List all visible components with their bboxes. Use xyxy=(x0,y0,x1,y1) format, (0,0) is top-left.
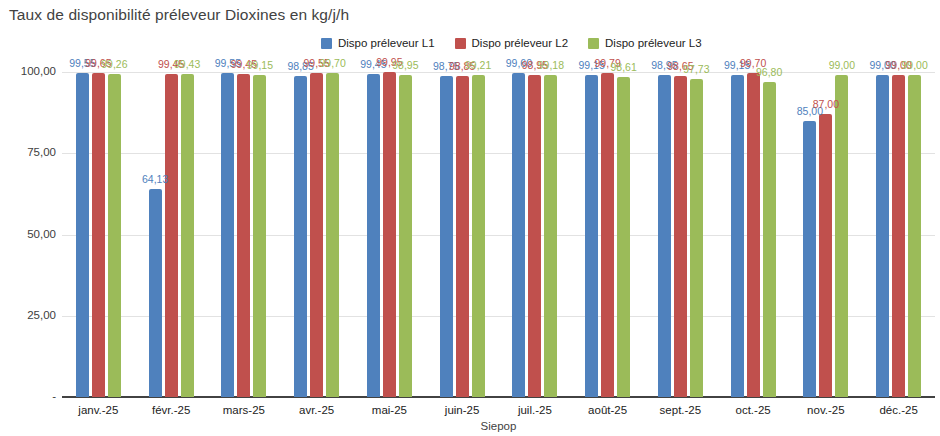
bar-dispo-préleveur-l2[interactable] xyxy=(92,73,105,397)
bar-dispo-préleveur-l1[interactable] xyxy=(512,73,525,397)
legend-label: Dispo préleveur L2 xyxy=(472,37,569,49)
chart-container: Taux de disponibilité préleveur Dioxines… xyxy=(0,0,940,436)
bar-dispo-préleveur-l1[interactable] xyxy=(876,75,889,397)
bar-value-label: 99,00 xyxy=(883,59,940,71)
bar-dispo-préleveur-l1[interactable] xyxy=(658,75,671,397)
y-tick-label: 75,00 xyxy=(0,146,56,158)
bar-value-label: 99,70 xyxy=(301,57,365,69)
bar-dispo-préleveur-l2[interactable] xyxy=(892,75,905,397)
bar-value-label: 99,43 xyxy=(155,58,219,70)
bar-dispo-préleveur-l2[interactable] xyxy=(165,74,178,397)
bar-dispo-préleveur-l2[interactable] xyxy=(310,73,323,397)
bar-dispo-préleveur-l2[interactable] xyxy=(674,76,687,397)
bar-value-label: 64,13 xyxy=(123,173,187,185)
bar-dispo-préleveur-l2[interactable] xyxy=(456,76,469,397)
bar-value-label: 99,00 xyxy=(810,59,874,71)
bar-dispo-préleveur-l3[interactable] xyxy=(472,75,485,397)
bar-dispo-préleveur-l2[interactable] xyxy=(237,74,250,397)
bar-dispo-préleveur-l2[interactable] xyxy=(601,73,614,397)
bar-dispo-préleveur-l3[interactable] xyxy=(617,77,630,397)
bar-dispo-préleveur-l2[interactable] xyxy=(383,72,396,397)
bar-dispo-préleveur-l3[interactable] xyxy=(544,75,557,397)
bar-dispo-préleveur-l1[interactable] xyxy=(294,76,307,397)
bar-dispo-préleveur-l1[interactable] xyxy=(731,75,744,397)
bar-value-label: 98,61 xyxy=(592,61,656,73)
x-tick-label: déc.-25 xyxy=(854,404,940,416)
legend-swatch-icon xyxy=(588,38,599,49)
legend-label: Dispo préleveur L1 xyxy=(338,37,435,49)
bar-dispo-préleveur-l3[interactable] xyxy=(108,74,121,397)
bar-dispo-préleveur-l1[interactable] xyxy=(221,73,234,397)
bar-dispo-préleveur-l3[interactable] xyxy=(835,75,848,397)
bar-dispo-préleveur-l1[interactable] xyxy=(440,76,453,397)
bar-dispo-préleveur-l3[interactable] xyxy=(253,75,266,397)
bar-value-label: 98,95 xyxy=(373,59,437,71)
gridline xyxy=(62,72,935,73)
bar-dispo-préleveur-l3[interactable] xyxy=(181,74,194,397)
bar-dispo-préleveur-l1[interactable] xyxy=(367,74,380,397)
bar-dispo-préleveur-l1[interactable] xyxy=(585,75,598,397)
y-tick-label: - xyxy=(0,390,56,402)
legend-item-dispo-préleveur-l1[interactable]: Dispo préleveur L1 xyxy=(321,37,435,49)
bar-dispo-préleveur-l3[interactable] xyxy=(763,82,776,397)
chart-legend: Dispo préleveur L1 Dispo préleveur L2 Disp… xyxy=(321,37,702,49)
y-tick-label: 100,00 xyxy=(0,65,56,77)
bar-dispo-préleveur-l3[interactable] xyxy=(326,73,339,397)
bar-value-label: 99,15 xyxy=(228,59,292,71)
bar-dispo-préleveur-l1[interactable] xyxy=(803,121,816,397)
bar-dispo-préleveur-l3[interactable] xyxy=(399,75,412,397)
bar-dispo-préleveur-l1[interactable] xyxy=(76,73,89,397)
bar-dispo-préleveur-l3[interactable] xyxy=(690,79,703,397)
bar-dispo-préleveur-l2[interactable] xyxy=(819,114,832,397)
bar-value-label: 97,73 xyxy=(664,63,728,75)
legend-swatch-icon xyxy=(455,38,466,49)
legend-item-dispo-préleveur-l3[interactable]: Dispo préleveur L3 xyxy=(588,37,702,49)
bar-dispo-préleveur-l3[interactable] xyxy=(908,75,921,397)
legend-swatch-icon xyxy=(321,38,332,49)
y-tick-label: 50,00 xyxy=(0,228,56,240)
bar-value-label: 99,21 xyxy=(446,59,510,71)
bar-value-label: 99,18 xyxy=(519,59,583,71)
bar-dispo-préleveur-l2[interactable] xyxy=(747,73,760,397)
chart-title: Taux de disponibilité préleveur Dioxines… xyxy=(9,6,349,24)
bar-value-label: 87,00 xyxy=(794,98,858,110)
y-tick-label: 25,00 xyxy=(0,309,56,321)
bar-value-label: 99,26 xyxy=(82,58,146,70)
bar-dispo-préleveur-l2[interactable] xyxy=(528,75,541,397)
bar-value-label: 96,80 xyxy=(737,66,801,78)
x-axis-title: Siepop xyxy=(62,420,935,432)
legend-item-dispo-préleveur-l2[interactable]: Dispo préleveur L2 xyxy=(455,37,569,49)
legend-label: Dispo préleveur L3 xyxy=(605,37,702,49)
bar-dispo-préleveur-l1[interactable] xyxy=(149,189,162,397)
